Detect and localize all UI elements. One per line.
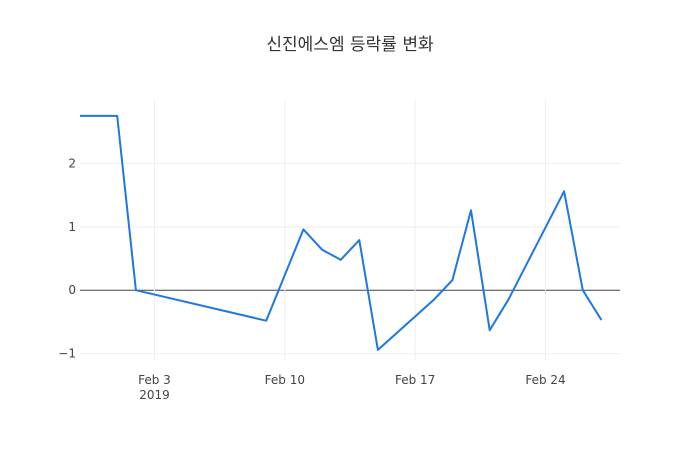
x-tick-year-label: 2019 <box>139 388 170 402</box>
x-tick-label: Feb 17 <box>395 373 435 387</box>
grid-lines <box>80 100 620 360</box>
chart-title: 신진에스엠 등락률 변화 <box>266 35 434 55</box>
y-tick-label: 1 <box>68 220 76 234</box>
y-axis-ticks: −1 0 1 2 <box>58 156 76 360</box>
series-lines <box>80 114 603 351</box>
series-line <box>80 114 603 351</box>
x-tick-label: Feb 3 <box>138 373 171 387</box>
x-tick-label: Feb 24 <box>525 373 565 387</box>
y-tick-label: 0 <box>68 283 76 297</box>
y-tick-label: 2 <box>68 156 76 170</box>
y-tick-label: −1 <box>58 347 76 361</box>
x-tick-label: Feb 10 <box>265 373 305 387</box>
